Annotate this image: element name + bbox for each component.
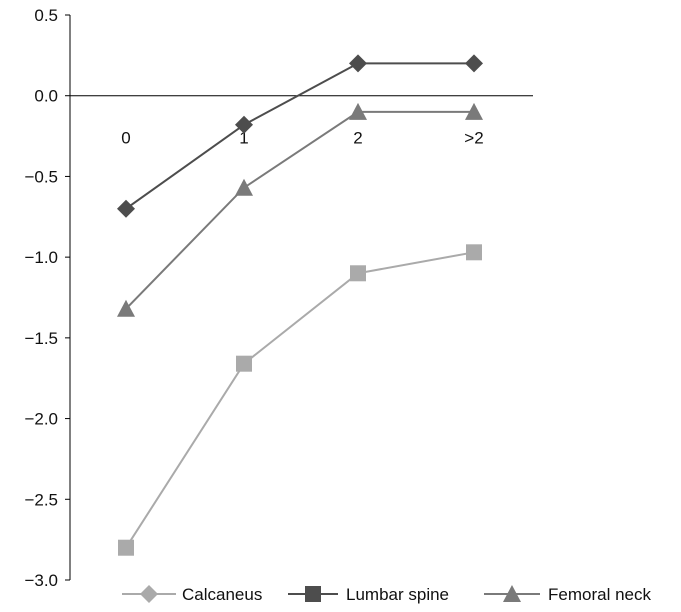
legend-item: Calcaneus [122,585,262,604]
data-point-square [236,355,252,372]
data-point-diamond [465,54,483,73]
data-point-triangle [465,102,483,120]
y-tick-label: −2.5 [24,490,58,509]
data-point-triangle [349,102,367,120]
y-tick-label: −2.0 [24,410,58,429]
legend-label: Lumbar spine [346,585,449,604]
data-point-diamond [235,115,253,134]
legend-label: Calcaneus [182,585,262,604]
x-tick-label: 0 [121,129,130,148]
legend: Calcaneus Lumbar spine Femoral neck [122,585,651,604]
x-tick-labels: 0 1 2 >2 [121,129,483,148]
data-point-triangle [235,178,253,196]
legend-marker-square [305,586,321,602]
y-tick-label: −1.5 [24,329,58,348]
y-tick-label: −0.5 [24,167,58,186]
legend-marker-diamond [140,585,158,603]
x-tick-label: >2 [464,129,483,148]
series-line [125,110,474,310]
series-lumbar-spine [117,54,483,218]
series-femoral-neck [117,102,483,317]
legend-item: Femoral neck [484,585,651,604]
series-line [125,251,475,549]
data-point-square [118,539,134,556]
x-tick-label: 1 [239,129,248,148]
y-tick-labels: 0.5 0.0 −0.5 −1.0 −1.5 −2.0 −2.5 −3.0 [24,6,70,590]
data-point-square [350,265,366,282]
data-point-diamond [349,54,367,73]
data-point-square [466,244,482,261]
axes-layer [69,15,533,580]
legend-item: Lumbar spine [288,585,449,604]
y-tick-label: 0.0 [34,87,58,106]
series-calcaneus [118,244,482,556]
series-line [125,62,474,210]
data-point-diamond [117,199,135,218]
y-tick-label: 0.5 [34,6,58,25]
x-tick-label: 2 [353,129,362,148]
series-layer [117,54,483,556]
data-point-triangle [117,299,135,317]
legend-marker-triangle [503,585,521,602]
y-tick-label: −1.0 [24,248,58,267]
legend-label: Femoral neck [548,585,651,604]
y-tick-label: −3.0 [24,571,58,590]
